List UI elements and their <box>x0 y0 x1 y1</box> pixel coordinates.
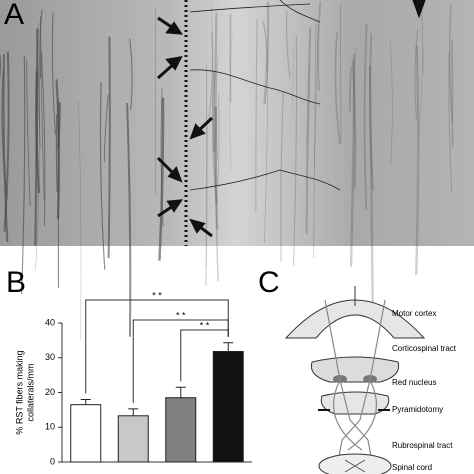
fiber <box>419 48 424 134</box>
fiber <box>205 116 208 268</box>
diagram-label: Pyramidotomy <box>392 405 443 414</box>
fiber <box>107 36 111 259</box>
panel-label: A <box>4 0 24 31</box>
y-tick-label: 40 <box>45 317 55 327</box>
y-axis-label: % RST fibers making <box>14 350 24 434</box>
diagram-label: Motor cortex <box>392 309 436 318</box>
fiber <box>51 12 57 135</box>
diagram-label: Red nucleus <box>392 378 436 387</box>
fiber <box>205 64 208 287</box>
fiber <box>229 33 233 172</box>
significance-bracket <box>180 329 229 382</box>
fiber <box>351 60 357 190</box>
fiber <box>448 52 453 192</box>
y-tick-label: 30 <box>45 352 55 362</box>
fiber <box>211 70 218 205</box>
fiber <box>368 33 374 191</box>
bar <box>70 404 102 463</box>
fiber <box>211 5 214 129</box>
panel-label: B <box>6 266 26 299</box>
fiber <box>292 35 298 266</box>
micrograph <box>0 0 474 340</box>
fiber <box>349 53 356 267</box>
fiber <box>306 59 310 147</box>
error-bar <box>80 398 91 405</box>
bar <box>117 415 149 463</box>
fiber <box>155 7 156 196</box>
fiber <box>451 40 454 148</box>
fiber <box>292 48 294 111</box>
fiber <box>389 41 393 165</box>
fiber <box>305 27 312 234</box>
significance-bracket <box>85 299 229 394</box>
fiber <box>263 70 269 243</box>
fiber <box>213 12 218 153</box>
fiber <box>280 91 284 262</box>
fiber <box>317 1 322 91</box>
fiber <box>255 18 258 213</box>
diagram-label: Rubrospinal tract <box>392 441 453 450</box>
fiber <box>103 94 109 163</box>
fiber <box>36 22 40 124</box>
fiber <box>353 47 357 145</box>
bar-chart: 0 10 20 30 40 % RST fibers making collaterals/… <box>14 290 252 466</box>
fiber <box>313 24 319 170</box>
fiber <box>214 106 219 230</box>
fiber <box>20 56 26 295</box>
fiber <box>414 45 420 276</box>
error-bar <box>175 386 186 398</box>
error-bar <box>128 408 139 416</box>
error-bar <box>223 342 234 352</box>
fiber <box>129 38 133 111</box>
fiber <box>448 4 453 123</box>
bar <box>212 350 244 463</box>
fiber <box>349 66 353 112</box>
bar <box>165 397 197 463</box>
y-tick-label: 0 <box>50 456 55 466</box>
fiber <box>3 51 10 232</box>
fiber <box>217 93 220 185</box>
fiber <box>40 16 45 201</box>
fiber <box>99 82 106 270</box>
y-axis-label: collaterals/mm <box>25 363 35 421</box>
y-tick-label: 20 <box>45 387 55 397</box>
fiber <box>334 32 341 145</box>
fiber <box>285 10 291 79</box>
fiber <box>55 114 58 193</box>
fiber <box>78 100 82 340</box>
fiber <box>39 9 43 79</box>
fiber <box>208 31 214 120</box>
fiber <box>34 28 39 246</box>
fiber <box>339 3 342 143</box>
significance-label: * * <box>176 310 186 320</box>
fiber <box>215 106 219 282</box>
significance-label: * * <box>152 290 162 300</box>
diagram-label: Spinal cord <box>392 463 432 472</box>
fiber <box>263 2 270 105</box>
fiber <box>41 51 46 227</box>
fiber <box>35 64 40 271</box>
diagram: Motor cortex Corticospinal tract Red nucle… <box>284 286 457 474</box>
fiber <box>414 29 419 119</box>
fiber <box>262 21 268 72</box>
fiber <box>126 102 132 337</box>
panel-label: C <box>258 266 280 299</box>
significance-bracket <box>132 319 229 403</box>
fiber <box>363 24 368 210</box>
diagram-label: Corticospinal tract <box>392 344 457 353</box>
significance-label: * * <box>200 320 210 330</box>
fiber <box>313 20 317 258</box>
fiber <box>26 59 31 207</box>
fiber <box>368 65 374 304</box>
fiber <box>158 97 165 261</box>
y-tick-label: 10 <box>45 422 55 432</box>
fiber <box>215 57 218 160</box>
